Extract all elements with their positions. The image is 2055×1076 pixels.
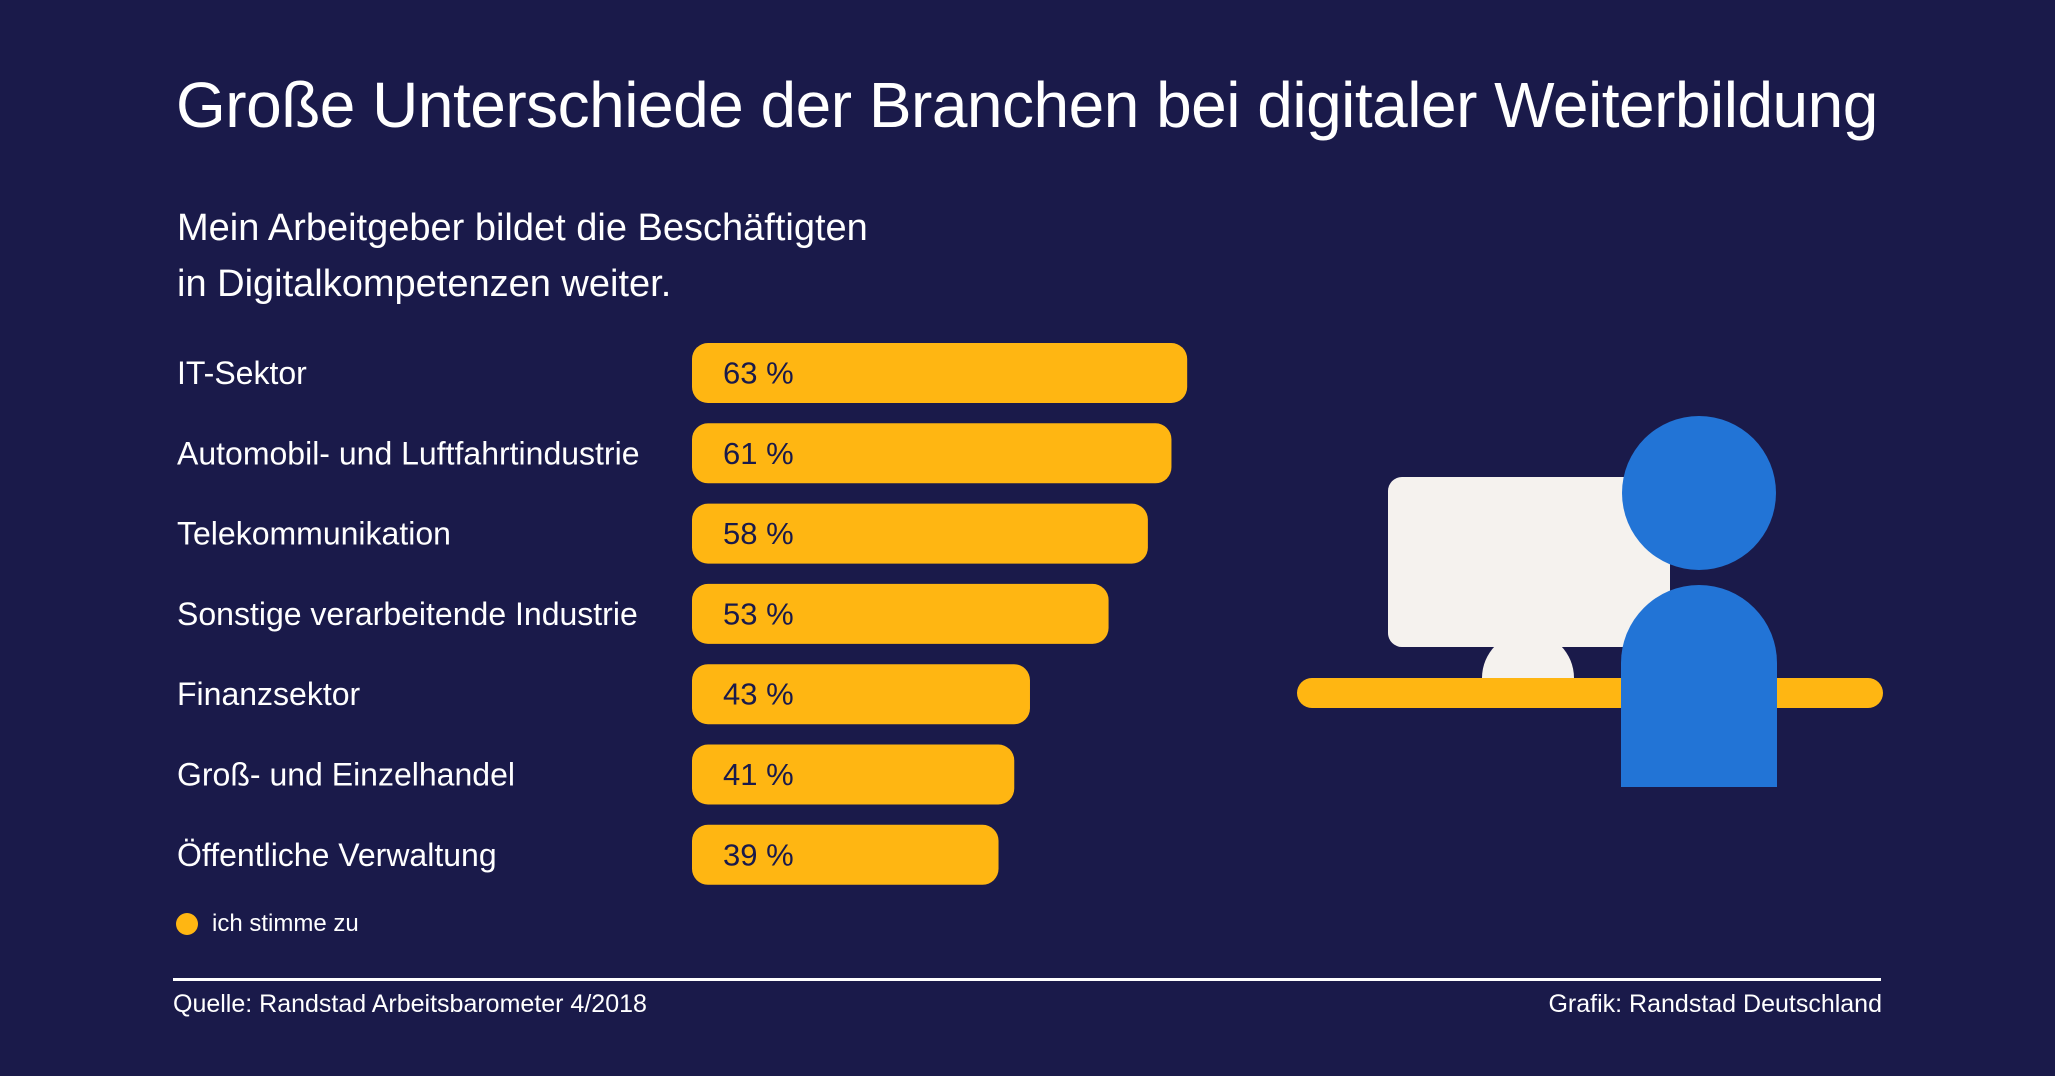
value-label: 43 % xyxy=(723,677,794,712)
value-label: 58 % xyxy=(723,516,794,551)
subtitle-line-2: in Digitalkompetenzen weiter. xyxy=(177,263,672,305)
bar xyxy=(692,744,1015,805)
legend-label: ich stimme zu xyxy=(212,910,359,937)
category-label: Sonstige verarbeitende Industrie xyxy=(177,596,638,632)
category-label: IT-Sektor xyxy=(177,355,307,391)
bar xyxy=(692,423,1172,484)
category-label: Finanzsektor xyxy=(177,676,361,712)
bar xyxy=(692,664,1030,725)
value-label: 39 % xyxy=(723,837,794,872)
value-label: 61 % xyxy=(723,436,794,471)
footer-divider xyxy=(173,978,1881,981)
value-label: 53 % xyxy=(723,596,794,631)
value-label: 41 % xyxy=(723,757,794,792)
category-label: Öffentliche Verwaltung xyxy=(177,837,497,873)
chart-title: Große Unterschiede der Branchen bei digi… xyxy=(176,69,1878,141)
bar xyxy=(692,824,999,885)
legend-swatch xyxy=(176,913,198,935)
bar xyxy=(692,503,1148,564)
category-label: Telekommunikation xyxy=(177,516,451,552)
legend: ich stimme zu xyxy=(176,910,359,938)
subtitle-line-1: Mein Arbeitgeber bildet die Beschäftigte… xyxy=(177,207,868,249)
value-label: 63 % xyxy=(723,356,794,391)
category-label: Groß- und Einzelhandel xyxy=(177,757,515,793)
credit-note: Grafik: Randstad Deutschland xyxy=(1548,990,1882,1018)
category-label: Automobil- und Luftfahrtindustrie xyxy=(177,435,639,471)
bar xyxy=(692,343,1188,403)
bar xyxy=(692,583,1109,644)
chart-subtitle: Mein Arbeitgeber bildet die Beschäftigte… xyxy=(177,200,868,312)
source-note: Quelle: Randstad Arbeitsbarometer 4/2018 xyxy=(173,990,647,1018)
